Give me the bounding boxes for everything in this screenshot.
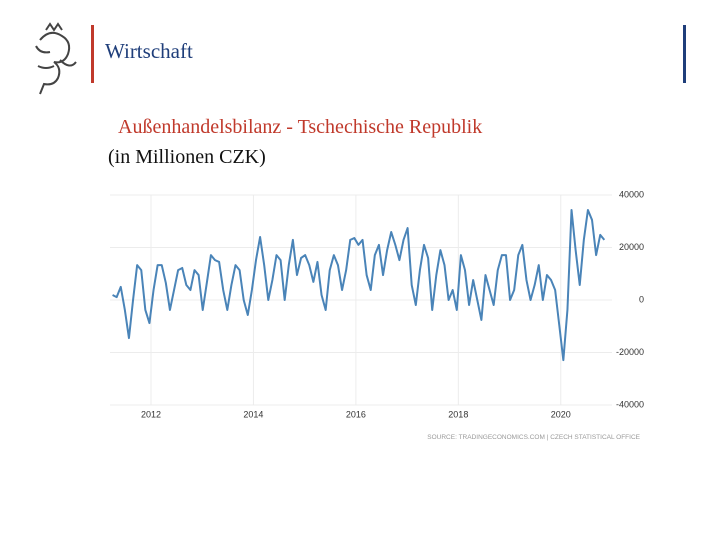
chart-subtitle: (in Millionen CZK) bbox=[108, 146, 266, 168]
chart-title: Außenhandelsbilanz - Tschechische Republ… bbox=[118, 116, 482, 138]
y-tick-label: 40000 bbox=[619, 189, 644, 199]
x-tick-label: 2018 bbox=[448, 409, 468, 419]
x-tick-label: 2020 bbox=[551, 409, 571, 419]
data-line bbox=[112, 208, 606, 362]
y-tick-label: -20000 bbox=[616, 347, 644, 357]
x-tick-label: 2012 bbox=[141, 409, 161, 419]
x-tick-label: 2016 bbox=[346, 409, 366, 419]
x-tick-label: 2014 bbox=[243, 409, 263, 419]
accent-bar bbox=[91, 25, 94, 83]
section-title: Wirtschaft bbox=[105, 39, 193, 63]
y-tick-label: -40000 bbox=[616, 399, 644, 409]
accent-bar bbox=[683, 25, 686, 83]
y-tick-label: 20000 bbox=[619, 242, 644, 252]
logo bbox=[35, 22, 77, 95]
y-tick-label: 0 bbox=[639, 294, 644, 304]
source-note: SOURCE: TRADINGECONOMICS.COM | CZECH STA… bbox=[427, 434, 640, 441]
